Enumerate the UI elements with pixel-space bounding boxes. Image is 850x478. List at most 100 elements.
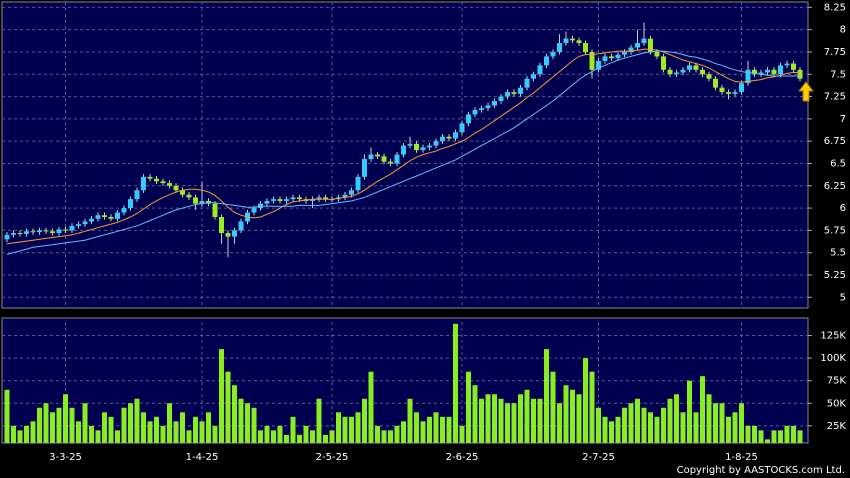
volume-bar xyxy=(297,434,302,443)
volume-bar xyxy=(635,398,640,443)
candle-body xyxy=(297,197,302,200)
volume-bar xyxy=(648,412,653,443)
candle-body xyxy=(50,231,55,234)
candle-body xyxy=(505,92,510,97)
candle-body xyxy=(498,96,504,102)
candle-body xyxy=(141,176,146,191)
candle-body xyxy=(381,156,387,162)
candle-body xyxy=(349,190,354,195)
candle-body xyxy=(63,229,68,231)
candle-body xyxy=(550,51,556,57)
candle-body xyxy=(180,190,185,195)
volume-bar xyxy=(758,430,764,443)
volume-bar xyxy=(459,425,465,443)
volume-bar xyxy=(466,371,471,443)
candle-body xyxy=(375,154,380,157)
volume-bar xyxy=(342,416,348,443)
y-tick-label: 7.25 xyxy=(824,92,846,103)
candle-body xyxy=(576,40,582,44)
volume-bar xyxy=(570,389,575,443)
volume-bar xyxy=(180,412,185,443)
candle-body xyxy=(674,72,679,75)
volume-bar xyxy=(427,416,432,443)
candle-body xyxy=(732,92,738,94)
volume-bar xyxy=(492,394,497,443)
volume-bar xyxy=(108,416,114,443)
volume-bar xyxy=(251,407,257,443)
volume-bar xyxy=(661,407,666,443)
candle-body xyxy=(563,38,569,44)
candle-body xyxy=(570,38,575,41)
candle-body xyxy=(76,224,81,226)
volume-bar xyxy=(557,403,562,443)
volume-bar xyxy=(485,394,491,443)
volume-bar xyxy=(219,349,224,443)
candle-body xyxy=(225,233,231,237)
volume-bar xyxy=(622,407,627,443)
volume-bar xyxy=(550,371,556,443)
last-price-arrow xyxy=(797,81,815,102)
volume-bar xyxy=(498,398,504,443)
volume-bar xyxy=(518,394,523,443)
volume-bar xyxy=(394,425,400,443)
candle-body xyxy=(745,69,751,84)
volume-bar xyxy=(82,403,88,443)
candle-body xyxy=(453,132,458,139)
volume-bar xyxy=(420,421,426,443)
y-tick-label: 100K xyxy=(820,353,846,364)
volume-bar xyxy=(654,416,660,443)
volume-bar xyxy=(225,371,231,443)
volume-bar xyxy=(147,421,153,443)
volume-bar xyxy=(706,394,712,443)
volume-bar xyxy=(511,403,517,443)
y-tick-label: 7 xyxy=(840,114,846,125)
volume-bar xyxy=(433,412,439,443)
candle-body xyxy=(440,136,445,142)
moving-average-line xyxy=(6,50,800,255)
volume-bar xyxy=(316,398,322,443)
candle-body xyxy=(420,147,426,151)
volume-bar xyxy=(667,398,673,443)
y-tick-label: 6.75 xyxy=(824,136,846,147)
volume-bar xyxy=(700,376,705,443)
candle-body xyxy=(154,178,159,182)
candle-body xyxy=(199,200,205,204)
y-tick-label: 6.5 xyxy=(830,158,846,169)
volume-bar xyxy=(375,425,380,443)
candle-body xyxy=(56,229,62,234)
volume-bar xyxy=(745,425,751,443)
candle-body xyxy=(11,233,16,235)
volume-bar xyxy=(531,398,536,443)
candle-body xyxy=(433,141,439,146)
candle-body xyxy=(713,78,718,88)
candle-body xyxy=(765,69,770,73)
volume-bar xyxy=(37,407,42,443)
candle-body xyxy=(726,92,731,94)
candle-body xyxy=(654,51,660,57)
candle-body xyxy=(739,83,744,93)
volume-bar xyxy=(589,371,595,443)
volume-bar xyxy=(778,430,783,443)
volume-bar xyxy=(76,421,81,443)
price-grid xyxy=(2,2,808,308)
volume-bar xyxy=(596,407,601,443)
candle-body xyxy=(609,56,614,59)
volume-bar xyxy=(128,403,133,443)
candle-body xyxy=(121,208,127,213)
volume-bar xyxy=(524,389,530,443)
candle-body xyxy=(173,185,179,191)
volume-bar xyxy=(797,430,803,443)
candle-body xyxy=(37,230,42,233)
volume-bar xyxy=(479,398,484,443)
candle-body xyxy=(758,72,764,75)
candle-body xyxy=(193,197,198,204)
candle-body xyxy=(615,54,621,59)
x-tick-label: 2-7-25 xyxy=(582,452,615,463)
volume-bar xyxy=(602,416,608,443)
candle-body xyxy=(316,197,322,200)
candle-body xyxy=(82,221,88,225)
volume-bar xyxy=(4,389,10,443)
candle-body xyxy=(362,159,367,177)
volume-bar xyxy=(323,434,328,443)
